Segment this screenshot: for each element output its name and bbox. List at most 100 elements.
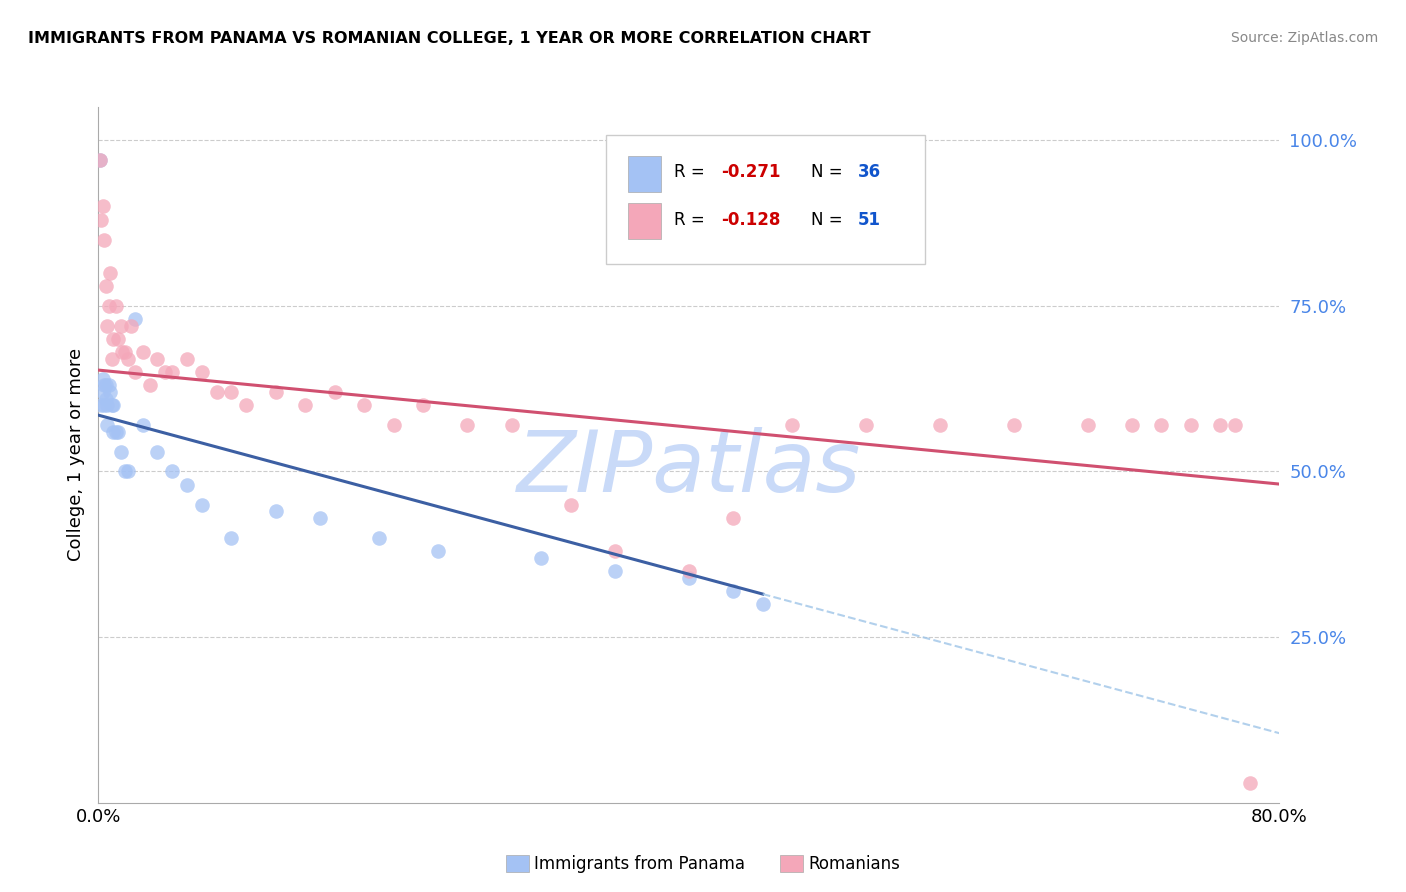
Point bbox=[90, 212, 112, 227]
Point bbox=[96, 418, 118, 433]
Text: N =: N = bbox=[811, 211, 842, 228]
Point bbox=[94, 279, 117, 293]
Point bbox=[98, 384, 121, 399]
Point bbox=[1209, 418, 1232, 433]
Point bbox=[782, 418, 804, 433]
Point bbox=[117, 465, 139, 479]
Point bbox=[560, 498, 582, 512]
Point bbox=[1239, 776, 1261, 790]
Point bbox=[501, 418, 523, 433]
Point bbox=[1150, 418, 1173, 433]
Text: N =: N = bbox=[811, 163, 842, 181]
Point bbox=[205, 384, 228, 399]
Point bbox=[89, 153, 111, 167]
Point bbox=[162, 465, 183, 479]
Point bbox=[96, 398, 118, 412]
Point bbox=[176, 477, 198, 491]
Point bbox=[111, 345, 134, 359]
FancyBboxPatch shape bbox=[606, 135, 925, 264]
Point bbox=[530, 550, 553, 565]
Text: Immigrants from Panama: Immigrants from Panama bbox=[534, 855, 745, 873]
Point bbox=[93, 378, 115, 392]
Point bbox=[124, 312, 146, 326]
Point bbox=[1002, 418, 1025, 433]
Point bbox=[723, 511, 745, 525]
Point bbox=[1077, 418, 1099, 433]
Text: -0.271: -0.271 bbox=[721, 163, 780, 181]
Point bbox=[353, 398, 375, 412]
Point bbox=[93, 398, 115, 412]
Point bbox=[91, 372, 114, 386]
Text: 36: 36 bbox=[858, 163, 882, 181]
Text: Romanians: Romanians bbox=[808, 855, 900, 873]
Point bbox=[176, 351, 198, 366]
Point bbox=[678, 570, 700, 584]
Point bbox=[1225, 418, 1247, 433]
Point bbox=[368, 531, 391, 545]
Point bbox=[98, 266, 121, 280]
Point bbox=[93, 233, 115, 247]
Point bbox=[162, 365, 183, 379]
Bar bbox=[627, 203, 661, 239]
Point bbox=[139, 378, 162, 392]
Point bbox=[153, 365, 176, 379]
Point bbox=[132, 345, 155, 359]
Point bbox=[427, 544, 450, 558]
Point bbox=[105, 299, 128, 313]
Text: R =: R = bbox=[673, 211, 704, 228]
Point bbox=[309, 511, 332, 525]
Point bbox=[221, 531, 243, 545]
Point bbox=[294, 398, 316, 412]
Point bbox=[191, 365, 214, 379]
Point bbox=[97, 299, 120, 313]
Point bbox=[114, 345, 136, 359]
Point bbox=[94, 378, 117, 392]
Point bbox=[678, 564, 700, 578]
Text: ZIPatlas: ZIPatlas bbox=[517, 427, 860, 510]
Point bbox=[132, 418, 155, 433]
Point bbox=[96, 318, 118, 333]
Point bbox=[457, 418, 479, 433]
Point bbox=[146, 351, 169, 366]
Point bbox=[114, 465, 136, 479]
Point bbox=[752, 597, 775, 611]
Point bbox=[91, 199, 114, 213]
Point bbox=[382, 418, 405, 433]
Point bbox=[929, 418, 952, 433]
Point bbox=[103, 398, 125, 412]
Point bbox=[89, 153, 111, 167]
Point bbox=[100, 351, 122, 366]
Point bbox=[605, 544, 627, 558]
Point bbox=[235, 398, 257, 412]
Text: IMMIGRANTS FROM PANAMA VS ROMANIAN COLLEGE, 1 YEAR OR MORE CORRELATION CHART: IMMIGRANTS FROM PANAMA VS ROMANIAN COLLE… bbox=[28, 31, 870, 46]
Point bbox=[110, 318, 132, 333]
Point bbox=[110, 444, 132, 458]
Point bbox=[117, 351, 139, 366]
Point bbox=[91, 384, 114, 399]
Point bbox=[412, 398, 434, 412]
Point bbox=[124, 365, 146, 379]
Point bbox=[94, 392, 117, 406]
Point bbox=[323, 384, 346, 399]
Text: Source: ZipAtlas.com: Source: ZipAtlas.com bbox=[1230, 31, 1378, 45]
Point bbox=[855, 418, 877, 433]
Text: 51: 51 bbox=[858, 211, 880, 228]
Point bbox=[103, 425, 125, 439]
Point bbox=[1180, 418, 1202, 433]
Text: -0.128: -0.128 bbox=[721, 211, 780, 228]
Point bbox=[264, 384, 287, 399]
Point bbox=[107, 425, 129, 439]
Point bbox=[103, 332, 125, 346]
Point bbox=[120, 318, 142, 333]
Y-axis label: College, 1 year or more: College, 1 year or more bbox=[66, 349, 84, 561]
Point bbox=[1121, 418, 1143, 433]
Point bbox=[100, 398, 122, 412]
Text: R =: R = bbox=[673, 163, 704, 181]
Point bbox=[191, 498, 214, 512]
Point bbox=[146, 444, 169, 458]
Point bbox=[605, 564, 627, 578]
Point bbox=[105, 425, 128, 439]
Point bbox=[90, 398, 112, 412]
Point bbox=[723, 583, 745, 598]
Point bbox=[107, 332, 129, 346]
